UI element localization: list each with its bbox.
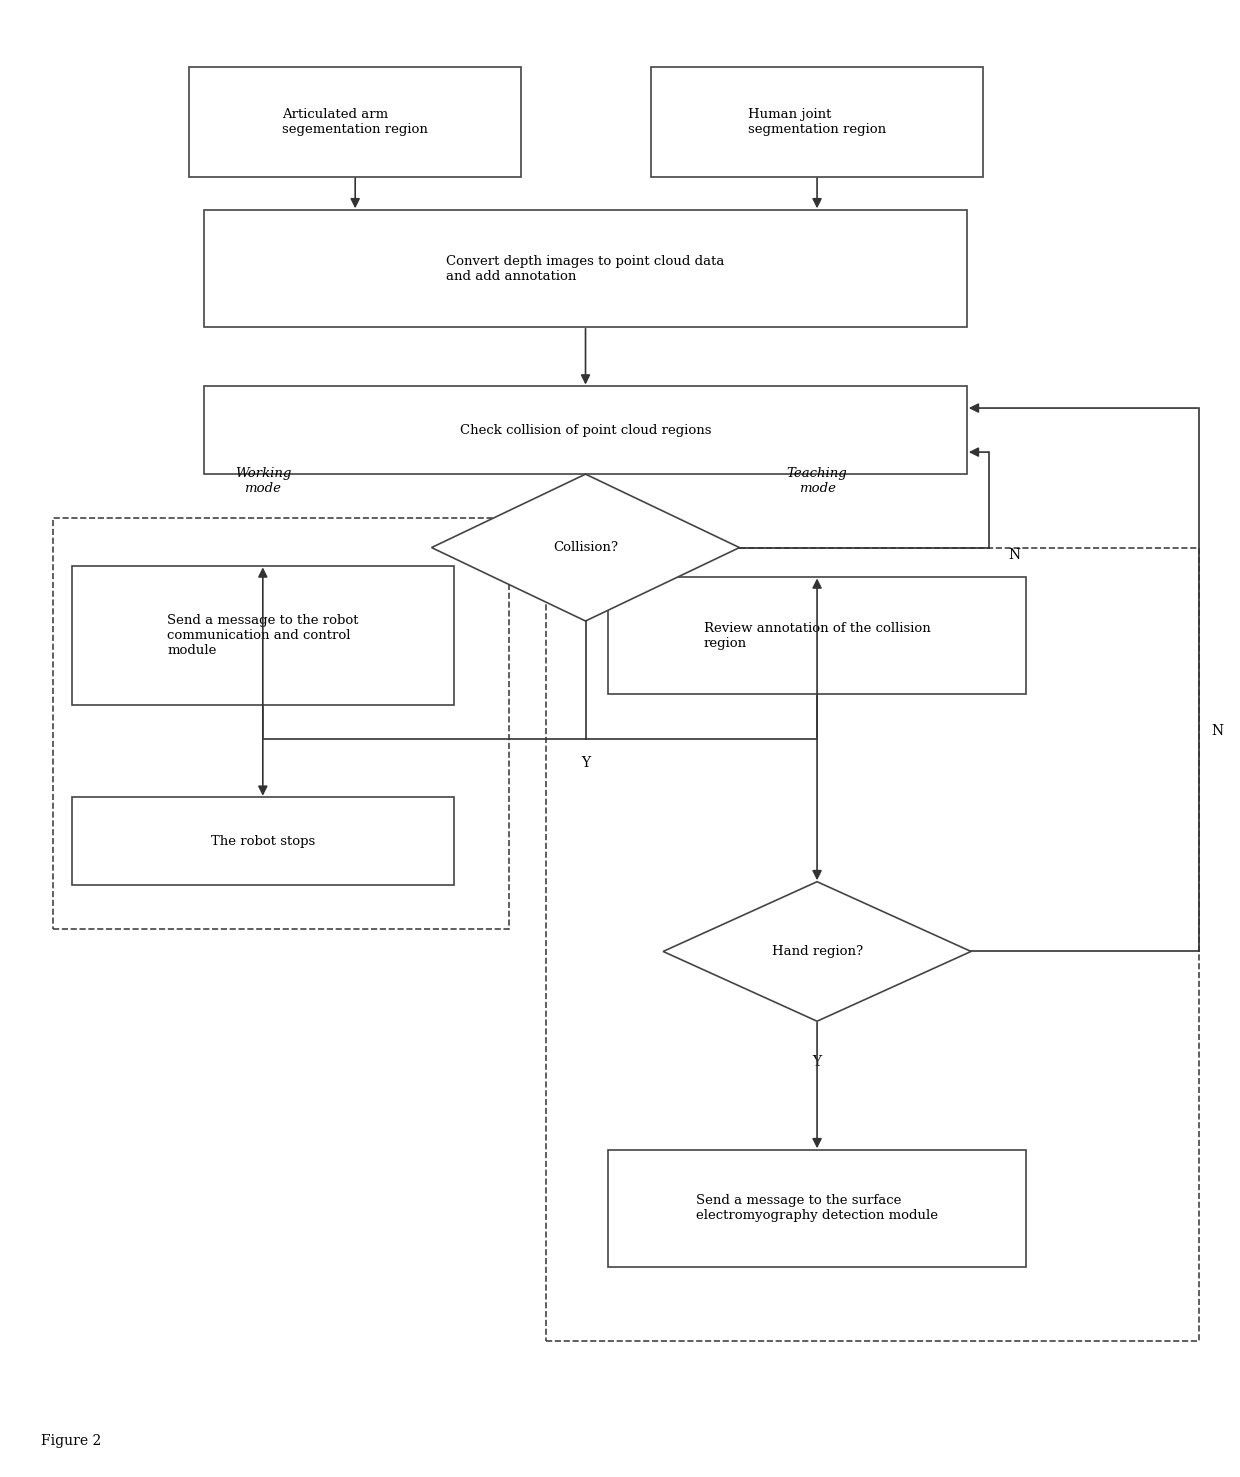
Polygon shape xyxy=(432,474,739,620)
FancyBboxPatch shape xyxy=(203,210,967,328)
Text: Hand region?: Hand region? xyxy=(771,945,863,959)
FancyBboxPatch shape xyxy=(608,1149,1027,1267)
FancyBboxPatch shape xyxy=(188,66,522,177)
Text: Human joint
segmentation region: Human joint segmentation region xyxy=(748,108,887,136)
FancyBboxPatch shape xyxy=(72,566,454,706)
Text: Review annotation of the collision
region: Review annotation of the collision regio… xyxy=(703,622,930,650)
Text: N: N xyxy=(1211,724,1224,738)
FancyBboxPatch shape xyxy=(608,578,1027,694)
Polygon shape xyxy=(663,882,971,1021)
FancyBboxPatch shape xyxy=(203,385,967,474)
Text: Working
mode: Working mode xyxy=(234,468,291,495)
Text: Teaching
mode: Teaching mode xyxy=(786,468,847,495)
Text: N: N xyxy=(1008,548,1021,561)
Text: Collision?: Collision? xyxy=(553,541,618,554)
Text: Send a message to the robot
communication and control
module: Send a message to the robot communicatio… xyxy=(167,614,358,657)
Text: Figure 2: Figure 2 xyxy=(41,1434,102,1447)
Text: Check collision of point cloud regions: Check collision of point cloud regions xyxy=(460,424,712,437)
FancyBboxPatch shape xyxy=(72,798,454,885)
Text: Convert depth images to point cloud data
and add annotation: Convert depth images to point cloud data… xyxy=(446,254,724,282)
Text: Send a message to the surface
electromyography detection module: Send a message to the surface electromyo… xyxy=(696,1195,939,1223)
Text: Articulated arm
segementation region: Articulated arm segementation region xyxy=(283,108,428,136)
FancyBboxPatch shape xyxy=(651,66,983,177)
Text: Y: Y xyxy=(812,1055,822,1068)
Text: The robot stops: The robot stops xyxy=(211,835,315,848)
Text: Y: Y xyxy=(582,756,590,771)
